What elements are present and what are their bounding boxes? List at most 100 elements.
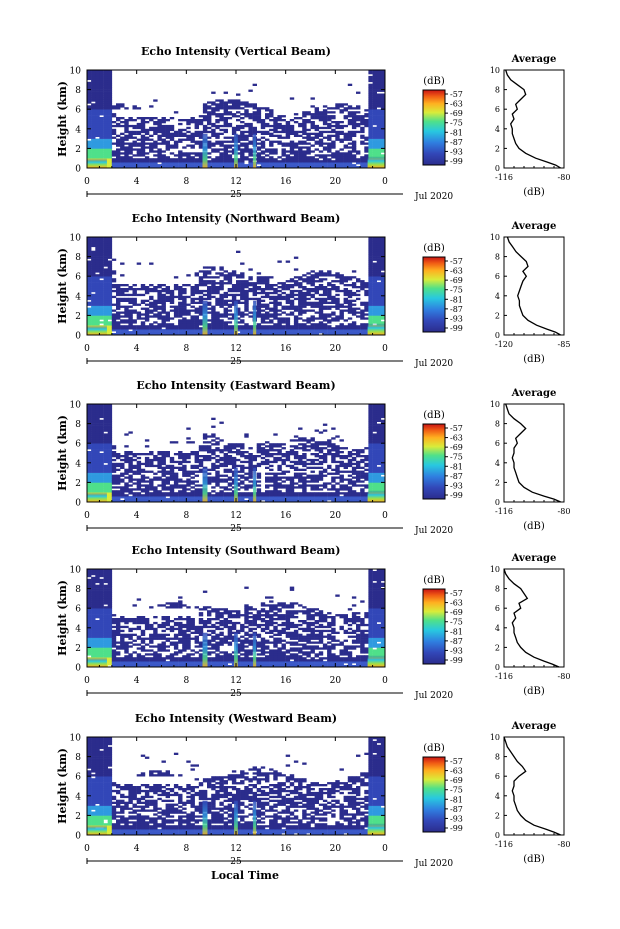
heatmap-cell xyxy=(302,124,307,128)
heatmap-cell xyxy=(306,291,311,295)
heatmap-cell xyxy=(372,93,377,96)
heatmap-cell xyxy=(95,478,100,481)
heatmap-cell xyxy=(331,288,336,291)
heatmap-cell xyxy=(227,447,233,450)
heatmap-cell xyxy=(99,81,104,85)
heatmap-cell xyxy=(95,248,100,252)
heatmap-cell xyxy=(331,144,336,147)
heatmap-cell xyxy=(376,124,382,128)
heatmap-cell xyxy=(153,154,158,157)
heatmap-cell xyxy=(236,327,241,330)
heatmap-cell xyxy=(169,470,175,473)
heatmap-cell xyxy=(140,301,146,304)
heatmap-cell xyxy=(107,439,113,442)
heatmap-cell xyxy=(236,325,241,328)
heatmap-cell xyxy=(265,480,270,483)
heatmap-cell xyxy=(314,317,319,320)
heatmap-cell xyxy=(265,466,270,469)
heatmap-cell xyxy=(215,329,220,332)
heatmap-cell xyxy=(310,115,315,118)
heatmap-cell xyxy=(380,85,386,88)
heatmap-cell xyxy=(128,117,133,120)
heatmap-cell xyxy=(277,309,282,312)
heatmap-cell xyxy=(169,164,175,167)
heatmap-cell xyxy=(368,303,373,306)
heatmap-cell xyxy=(173,486,179,489)
heatmap-cell xyxy=(376,134,382,137)
heatmap-cell xyxy=(240,113,245,116)
heatmap-cell xyxy=(260,280,266,283)
heatmap-cell xyxy=(310,150,315,153)
heatmap-cell xyxy=(306,498,311,501)
heatmap-cell xyxy=(277,443,282,446)
heatmap-cell xyxy=(252,282,257,285)
heatmap-cell xyxy=(256,299,262,302)
colorbar-tick-label: -87 xyxy=(450,305,463,314)
heatmap-cell xyxy=(103,417,108,420)
heatmap-cell xyxy=(91,77,96,81)
heatmap-cell xyxy=(244,305,249,308)
heatmap-cell xyxy=(99,476,104,479)
heatmap-cell xyxy=(140,136,146,139)
heatmap-cell xyxy=(277,319,282,322)
heatmap-cell xyxy=(372,305,377,308)
heatmap-cell xyxy=(87,156,92,159)
heatmap-cell xyxy=(157,498,162,501)
heatmap-cell xyxy=(107,156,113,159)
heatmap-cell xyxy=(347,130,353,134)
heatmap-cell xyxy=(215,480,220,483)
heatmap-cell xyxy=(289,280,295,283)
heatmap-cell xyxy=(116,494,121,497)
heatmap-cell xyxy=(240,451,245,454)
heatmap-cell xyxy=(211,284,216,287)
heatmap-cell xyxy=(136,500,142,503)
heatmap-cell xyxy=(136,122,142,126)
heatmap-cell xyxy=(186,295,191,299)
heatmap-cells xyxy=(87,404,386,503)
heatmap-cell xyxy=(372,83,377,86)
heatmap-cell xyxy=(95,240,100,244)
heatmap-cell xyxy=(136,482,142,485)
heatmap-cell xyxy=(107,109,113,112)
heatmap-cell xyxy=(306,272,311,275)
heatmap-cell xyxy=(95,406,100,409)
heatmap-cell xyxy=(103,404,108,407)
heatmap-cell xyxy=(380,134,386,137)
heatmap-cell xyxy=(95,101,100,104)
heatmap-cell xyxy=(128,321,133,324)
heatmap-cell xyxy=(339,303,344,306)
heatmap-cell xyxy=(87,409,92,413)
heatmap-cell xyxy=(207,297,212,301)
heatmap-cell xyxy=(107,89,113,92)
heatmap-cell xyxy=(364,154,369,157)
heatmap-cell xyxy=(103,146,108,149)
heatmap-cell xyxy=(136,126,142,130)
heatmap-cell xyxy=(169,488,175,491)
heatmap-cell xyxy=(293,144,299,147)
heatmap-cell xyxy=(306,325,311,328)
heatmap-cell xyxy=(310,453,315,456)
heatmap-cell xyxy=(240,500,245,503)
heatmap-cell xyxy=(173,327,179,330)
heatmap-cell xyxy=(99,105,104,108)
heatmap-cell xyxy=(165,130,170,134)
heatmap-cell xyxy=(99,315,104,318)
heatmap-cell xyxy=(144,132,150,135)
heatmap-cell xyxy=(240,476,245,479)
heatmap-cell xyxy=(215,500,220,503)
heatmap-cell xyxy=(310,470,315,473)
heatmap-cell xyxy=(310,447,315,450)
heatmap-cell xyxy=(277,282,282,285)
heatmap-cell xyxy=(124,288,129,291)
heatmap-cell xyxy=(182,154,187,157)
heatmap-cell xyxy=(211,313,216,316)
heatmap-cell xyxy=(331,130,336,134)
heatmap-cell xyxy=(128,156,133,159)
heatmap-cell xyxy=(277,321,282,324)
heatmap-cell xyxy=(103,262,108,265)
heatmap-cell xyxy=(360,286,365,289)
heatmap-cell xyxy=(87,460,92,464)
heatmap-cell xyxy=(281,150,286,153)
heatmap-cell xyxy=(186,484,191,487)
heatmap-cell xyxy=(236,115,241,118)
